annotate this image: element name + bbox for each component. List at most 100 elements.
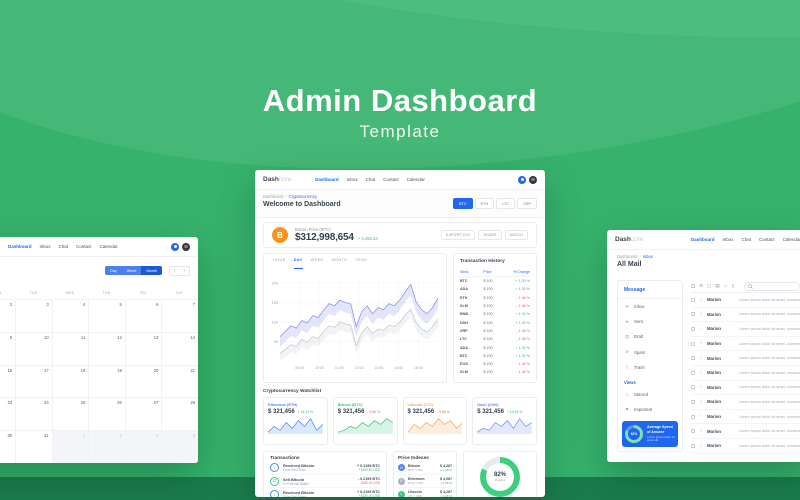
mail-row[interactable]: ☆ Marion Lorem ipsum dolor sit amet, conse… (691, 424, 800, 439)
calendar-day-cell[interactable]: 9 (0, 331, 16, 365)
mail-search-input[interactable] (744, 281, 800, 291)
chart-tab-hour[interactable]: HOUR (273, 258, 286, 262)
nav-item-contact[interactable]: Contact (76, 244, 92, 249)
tx-history-row[interactable]: XRP $ 100 - 1.38 % (460, 327, 530, 335)
star-icon[interactable]: ☆ (699, 442, 703, 448)
transaction-item[interactable]: ⇄ Sell Bitcoin To External Wallet - 0.2199 … (270, 474, 380, 487)
chart-tab-week[interactable]: WEEK (310, 258, 324, 262)
mail-row[interactable]: ☆ Marion Lorem ipsum dolor sit amet, conse… (691, 322, 800, 337)
price-index-item[interactable]: Ł Litecoin LTC / USD $ 4,287 + 1.98 % (398, 487, 452, 497)
calendar-day-cell[interactable]: 5 (88, 299, 125, 332)
view-starred[interactable]: ☆ Starred (618, 387, 682, 402)
calendar-day-cell[interactable]: 2 (0, 299, 16, 332)
calendar-day-cell[interactable]: 19 (88, 364, 125, 398)
mail-row[interactable]: ☆ Marion Lorem ipsum dolor sit amet, conse… (691, 381, 800, 396)
star-icon[interactable]: ☆ (699, 296, 703, 302)
prev-month-button[interactable]: ‹ (169, 267, 180, 275)
transaction-item[interactable]: ↓ Received Bitcoin From Sell Order + 0.2199… (270, 487, 380, 497)
nav-item-calendar[interactable]: Calendar (406, 177, 425, 182)
calendar-day-cell[interactable]: 12 (88, 331, 125, 365)
calendar-day-cell[interactable]: 30 (0, 430, 16, 463)
calendar-day-cell[interactable]: 20 (124, 364, 162, 398)
tx-history-row[interactable]: BNB $ 100 + 1.30 % (460, 310, 530, 318)
calendar-day-cell[interactable]: 23 (0, 397, 16, 430)
star-icon[interactable]: ☆ (699, 354, 703, 360)
view-important[interactable]: ⚑ Important (618, 402, 682, 417)
coin-tab-xrp[interactable]: XRP (517, 198, 537, 209)
star-icon[interactable]: ☆ (699, 413, 703, 419)
calendar-day-cell[interactable]: 31 (15, 430, 52, 463)
nav-item-chat[interactable]: Chat (58, 244, 69, 249)
watchlist-card[interactable]: Bitcoin (BTC) $ 321,456- 9.86 % (332, 397, 398, 445)
view-day-button[interactable]: Day (105, 266, 122, 275)
compose-button[interactable]: Message (618, 281, 682, 299)
nav-item-dashboard[interactable]: Dashboard (691, 237, 715, 242)
mail-checkbox[interactable] (691, 356, 695, 361)
star-icon[interactable]: ☆ (699, 398, 703, 404)
nav-item-inbox[interactable]: Inbox (722, 237, 734, 242)
mail-checkbox[interactable] (691, 399, 695, 404)
chart-tab-month[interactable]: MONTH (331, 258, 348, 262)
mail-row[interactable]: ☆ Marion Lorem ipsum dolor sit amet, conse… (691, 337, 800, 352)
calendar-day-cell[interactable]: 4 (51, 299, 89, 332)
refresh-icon[interactable]: ⟲ (699, 282, 703, 288)
star-icon[interactable]: ☆ (723, 282, 728, 288)
mail-checkbox[interactable] (691, 370, 695, 375)
folder-trash[interactable]: ▯ Trash (618, 360, 682, 375)
price-index-item[interactable]: B Bitcoin BTC / USD $ 4,287 + 1.98 % (398, 461, 452, 474)
calendar-day-cell[interactable]: 21 (161, 364, 198, 398)
view-month-button[interactable]: Month (141, 266, 162, 275)
calendar-day-cell[interactable]: 14 (161, 331, 198, 365)
coin-tab-eth[interactable]: ETH (474, 198, 495, 209)
calendar-day-cell[interactable]: 10 (15, 331, 52, 365)
tx-history-row[interactable]: ADA $ 100 + 1.30 % (460, 285, 530, 293)
nav-item-dashboard[interactable]: Dashboard (315, 177, 339, 182)
mail-row[interactable]: ☆ Marion Lorem ipsum dolor sit amet, conse… (691, 410, 800, 425)
calendar-day-cell[interactable]: 27 (124, 397, 162, 431)
view-week-button[interactable]: Week (121, 266, 142, 275)
tx-history-row[interactable]: XLM $ 100 - 1.38 % (460, 368, 530, 376)
calendar-day-cell[interactable]: 28 (161, 397, 198, 431)
mail-checkbox[interactable] (691, 385, 695, 390)
tx-history-row[interactable]: XLM $ 100 - 1.38 % (460, 302, 530, 310)
calendar-day-cell[interactable]: 13 (124, 331, 162, 365)
mail-checkbox[interactable] (691, 341, 695, 346)
next-month-button[interactable]: › (179, 267, 189, 275)
nav-item-inbox[interactable]: Inbox (39, 244, 51, 249)
mail-checkbox[interactable] (691, 414, 695, 419)
tx-history-row[interactable]: LTC $ 100 - 1.38 % (460, 335, 530, 343)
calendar-day-cell[interactable]: 4 (161, 430, 198, 463)
tx-history-row[interactable]: EOS $ 100 - 1.38 % (460, 360, 530, 368)
avatar[interactable] (182, 242, 190, 251)
share-button[interactable]: SHARE (478, 230, 502, 240)
tx-history-row[interactable]: ADA $ 100 + 1.30 % (460, 343, 530, 351)
calendar-day-cell[interactable]: 6 (124, 299, 162, 332)
nav-item-calendar[interactable]: Calendar (99, 244, 118, 249)
notification-icon[interactable] (518, 175, 526, 184)
watchlist-card[interactable]: Ethereum (ETH) $ 321,456 + 14.24 % (263, 397, 328, 445)
breadcrumb-current[interactable]: Inbox (642, 254, 653, 259)
calendar-day-cell[interactable]: 3 (15, 299, 52, 332)
star-icon[interactable]: ☆ (699, 427, 703, 433)
nav-item-contact[interactable]: Contact (383, 177, 399, 182)
star-icon[interactable]: ☆ (699, 311, 703, 317)
star-icon[interactable]: ☆ (699, 340, 703, 346)
folder-spam[interactable]: ⊘ Spam (618, 345, 682, 360)
export-csv-button[interactable]: EXPORT CSV (441, 230, 476, 240)
breadcrumb-current[interactable]: Cryptocurrency (288, 194, 318, 199)
nav-item-inbox[interactable]: Inbox (346, 177, 358, 182)
transaction-item[interactable]: ↓ Received Bitcoin From Sell Order + 0.2199… (270, 461, 380, 474)
mail-checkbox[interactable] (691, 326, 695, 331)
mail-row[interactable]: ☆ Marion Lorem ipsum dolor sit amet, conse… (691, 351, 800, 366)
calendar-day-cell[interactable]: 2 (88, 430, 125, 463)
mail-checkbox[interactable] (691, 297, 695, 302)
mail-checkbox[interactable] (691, 443, 695, 448)
select-all-checkbox[interactable] (691, 284, 695, 288)
watch-button[interactable]: WATCH (504, 230, 528, 240)
tx-history-row[interactable]: DSH $ 100 + 1.30 % (460, 318, 530, 326)
mail-row[interactable]: ☆ Marion Lorem ipsum dolor sit amet, conse… (691, 308, 800, 323)
notification-icon[interactable] (171, 242, 179, 251)
calendar-day-cell[interactable]: 1 (51, 430, 89, 463)
star-icon[interactable]: ☆ (699, 384, 703, 390)
tx-history-row[interactable]: BTC $ 100 + 1.30 % (460, 277, 530, 285)
